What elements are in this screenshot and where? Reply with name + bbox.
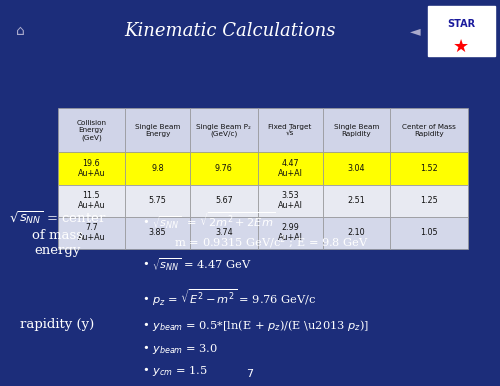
Text: 3.74: 3.74 [215,228,232,237]
FancyBboxPatch shape [258,108,322,152]
Text: 2.99
Au+Al: 2.99 Au+Al [278,223,302,242]
Text: 9.76: 9.76 [215,164,232,173]
FancyBboxPatch shape [125,217,190,249]
FancyBboxPatch shape [390,108,468,152]
Text: Center of Mass
Rapidity: Center of Mass Rapidity [402,124,456,137]
Text: • $y_{cm}$ = 1.5: • $y_{cm}$ = 1.5 [142,364,208,378]
Text: 1.52: 1.52 [420,164,438,173]
FancyBboxPatch shape [190,152,258,185]
FancyBboxPatch shape [390,185,468,217]
Text: Fixed Target
√s: Fixed Target √s [268,124,312,137]
FancyBboxPatch shape [390,152,468,185]
FancyBboxPatch shape [125,152,190,185]
Text: 5.75: 5.75 [148,196,166,205]
FancyBboxPatch shape [58,152,125,185]
FancyBboxPatch shape [58,217,125,249]
Text: • $\sqrt{s_{NN}}$  = $\sqrt{2m^2 + 2Em}$: • $\sqrt{s_{NN}}$ = $\sqrt{2m^2 + 2Em}$ [142,210,276,230]
FancyBboxPatch shape [125,108,190,152]
Text: $\sqrt{s_{NN}}$ = center
of mass
energy: $\sqrt{s_{NN}}$ = center of mass energy [8,210,106,257]
Text: 3.04: 3.04 [348,164,365,173]
Text: rapidity (y): rapidity (y) [20,318,94,332]
Text: Single Beam
Energy: Single Beam Energy [135,124,180,137]
FancyBboxPatch shape [190,185,258,217]
Text: 5.67: 5.67 [215,196,232,205]
Text: • $\sqrt{s_{NN}}$ = 4.47 GeV: • $\sqrt{s_{NN}}$ = 4.47 GeV [142,257,252,273]
Text: 9.8: 9.8 [151,164,164,173]
FancyBboxPatch shape [390,217,468,249]
Text: 7: 7 [246,369,254,379]
Text: • $p_z$ = $\sqrt{E^2 - m^2}$ = 9.76 GeV/c: • $p_z$ = $\sqrt{E^2 - m^2}$ = 9.76 GeV/… [142,288,317,308]
FancyBboxPatch shape [258,185,322,217]
Text: 2.51: 2.51 [348,196,365,205]
Text: 11.5
Au+Au: 11.5 Au+Au [78,191,105,210]
FancyBboxPatch shape [58,108,125,152]
Text: ◄: ◄ [410,24,420,38]
Text: Collision
Energy
(GeV): Collision Energy (GeV) [76,120,106,141]
Text: m = 0.9315 GeV/c$^2$ ; E = 9.8 GeV: m = 0.9315 GeV/c$^2$ ; E = 9.8 GeV [142,234,370,251]
Text: ★: ★ [453,38,469,56]
FancyBboxPatch shape [258,217,322,249]
Text: • $y_{beam}$ = 3.0: • $y_{beam}$ = 3.0 [142,342,218,356]
FancyBboxPatch shape [190,217,258,249]
Text: 1.25: 1.25 [420,196,438,205]
Text: 7.7
Au+Au: 7.7 Au+Au [78,223,105,242]
Text: 1.05: 1.05 [420,228,438,237]
Text: Single Beam P₂
(GeV/c): Single Beam P₂ (GeV/c) [196,124,251,137]
FancyBboxPatch shape [125,185,190,217]
Text: 3.53
Au+Al: 3.53 Au+Al [278,191,302,210]
Text: • $y_{beam}$ = 0.5*[ln(E + $p_z$)/(E \u2013 $p_z$)]: • $y_{beam}$ = 0.5*[ln(E + $p_z$)/(E \u2… [142,318,370,334]
Text: Single Beam
Rapidity: Single Beam Rapidity [334,124,379,137]
Text: Kinematic Calculations: Kinematic Calculations [124,22,336,40]
Text: 2.10: 2.10 [348,228,365,237]
Text: 19.6
Au+Au: 19.6 Au+Au [78,159,105,178]
FancyBboxPatch shape [258,152,322,185]
Text: 3.85: 3.85 [148,228,166,237]
Text: ⌂: ⌂ [16,24,24,38]
FancyBboxPatch shape [322,108,390,152]
FancyBboxPatch shape [428,6,495,56]
FancyBboxPatch shape [190,108,258,152]
FancyBboxPatch shape [322,217,390,249]
FancyBboxPatch shape [322,152,390,185]
FancyBboxPatch shape [322,185,390,217]
Text: STAR: STAR [447,19,475,29]
Text: 4.47
Au+Al: 4.47 Au+Al [278,159,302,178]
FancyBboxPatch shape [58,185,125,217]
